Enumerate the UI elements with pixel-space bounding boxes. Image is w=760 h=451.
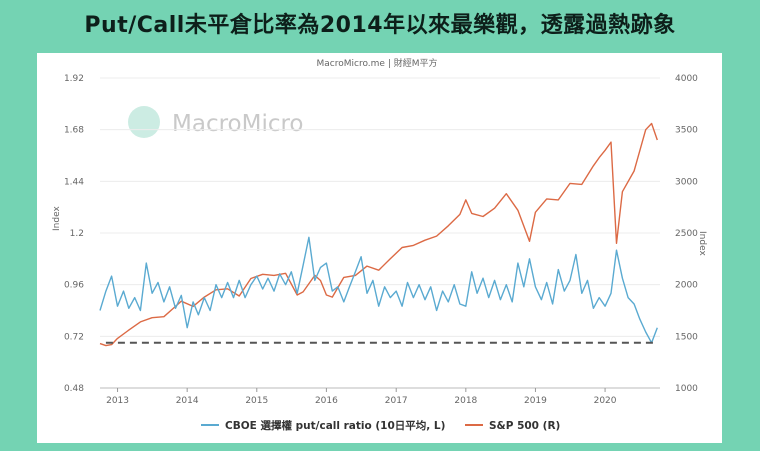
- x-tick-label: 2013: [106, 396, 129, 406]
- y-right-tick-label: 1000: [675, 384, 698, 394]
- watermark-logo-icon: [128, 106, 160, 138]
- page-title: Put/Call未平倉比率為2014年以來最樂觀，透露過熱跡象: [84, 13, 676, 38]
- y-left-tick-label: 0.72: [64, 332, 84, 342]
- x-tick-label: 2020: [594, 396, 617, 406]
- y-left-axis-label: Index: [52, 206, 62, 231]
- series-line-sp500: [99, 122, 658, 347]
- y-right-tick-label: 2500: [675, 229, 698, 239]
- y-right-axis-label: Index: [697, 231, 707, 256]
- x-tick-label: 2015: [245, 396, 268, 406]
- x-tick-label: 2019: [524, 396, 547, 406]
- legend-label-sp500[interactable]: S&P 500 (R): [489, 420, 560, 432]
- y-right-tick-label: 1500: [675, 332, 698, 342]
- legend: CBOE 選擇權 put/call ratio (10日平均, L) S&P 5…: [201, 419, 560, 432]
- y-left-tick-label: 1.92: [64, 74, 84, 84]
- watermark-text: MacroMicro: [172, 111, 304, 137]
- x-tick-label: 2016: [315, 396, 338, 406]
- y-right-tick-label: 4000: [675, 74, 698, 84]
- chart-panel: MacroMicro.me | 財經M平方 MacroMicro 0.48 0.7…: [37, 53, 722, 443]
- chart-source: MacroMicro.me | 財經M平方: [317, 57, 438, 69]
- y-left-tick-label: 1.68: [64, 126, 84, 136]
- x-tick-label: 2018: [454, 396, 477, 406]
- y-left-tick-label: 1.44: [64, 177, 84, 187]
- grid-lines: [100, 77, 660, 389]
- y-left-tick-label: 0.48: [64, 384, 84, 394]
- x-ticks: 2013 2014 2015 2016 2017 2018 2019 2020: [106, 388, 617, 406]
- x-tick-label: 2014: [176, 396, 199, 406]
- x-tick-label: 2017: [385, 396, 408, 406]
- y-right-ticks: 1000 1500 2000 2500 3000 3500 4000: [675, 74, 698, 394]
- y-left-ticks: 0.48 0.72 0.96 1.2 1.44 1.68 1.92: [64, 74, 84, 394]
- legend-label-put-call[interactable]: CBOE 選擇權 put/call ratio (10日平均, L): [225, 419, 445, 432]
- y-left-tick-label: 1.2: [70, 229, 84, 239]
- title-bar: Put/Call未平倉比率為2014年以來最樂觀，透露過熱跡象: [0, 0, 760, 46]
- series-layer: [99, 122, 658, 347]
- y-right-tick-label: 3500: [675, 126, 698, 136]
- series-line-put-call: [99, 236, 658, 344]
- chart-svg: MacroMicro.me | 財經M平方 MacroMicro 0.48 0.7…: [52, 57, 707, 432]
- y-right-tick-label: 2000: [675, 281, 698, 291]
- watermark: MacroMicro: [128, 106, 304, 138]
- y-left-tick-label: 0.96: [64, 281, 84, 291]
- y-right-tick-label: 3000: [675, 177, 698, 187]
